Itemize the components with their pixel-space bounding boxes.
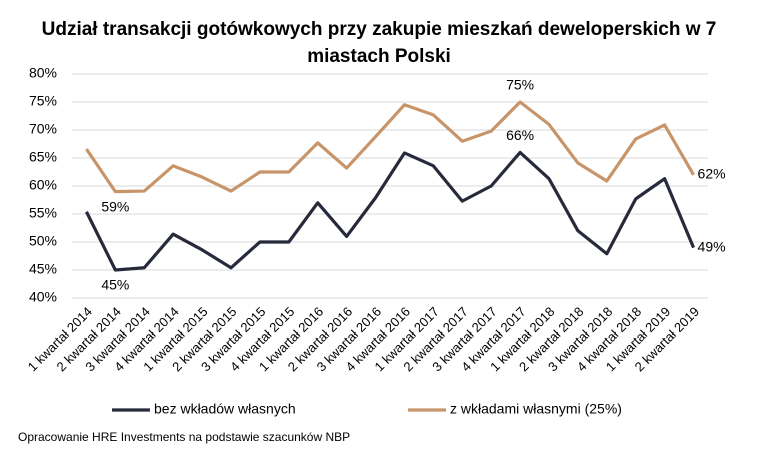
source-note: Opracowanie HRE Investments na podstawie… [18, 430, 350, 444]
legend-label: z wkładami własnymi (25%) [450, 401, 622, 417]
y-tick-label: 75% [29, 93, 57, 109]
chart-title: miastach Polski [307, 46, 451, 67]
y-tick-label: 45% [29, 261, 57, 277]
value-label: 59% [101, 198, 129, 214]
value-label: 45% [101, 277, 129, 293]
series-line [85, 150, 696, 272]
chart-title: Udział transakcji gotówkowych przy zakup… [42, 19, 717, 40]
value-label: 66% [506, 127, 534, 143]
y-tick-label: 50% [29, 233, 57, 249]
y-tick-label: 55% [29, 205, 57, 221]
value-label: 75% [506, 77, 534, 93]
y-tick-label: 70% [29, 121, 57, 137]
y-tick-label: 40% [29, 289, 57, 305]
legend-label: bez wkładów własnych [154, 401, 296, 417]
y-tick-label: 80% [29, 65, 57, 81]
value-label: 62% [698, 166, 726, 182]
y-tick-label: 65% [29, 149, 57, 165]
value-label: 49% [698, 238, 726, 254]
y-tick-label: 60% [29, 177, 57, 193]
series-line [85, 100, 695, 194]
